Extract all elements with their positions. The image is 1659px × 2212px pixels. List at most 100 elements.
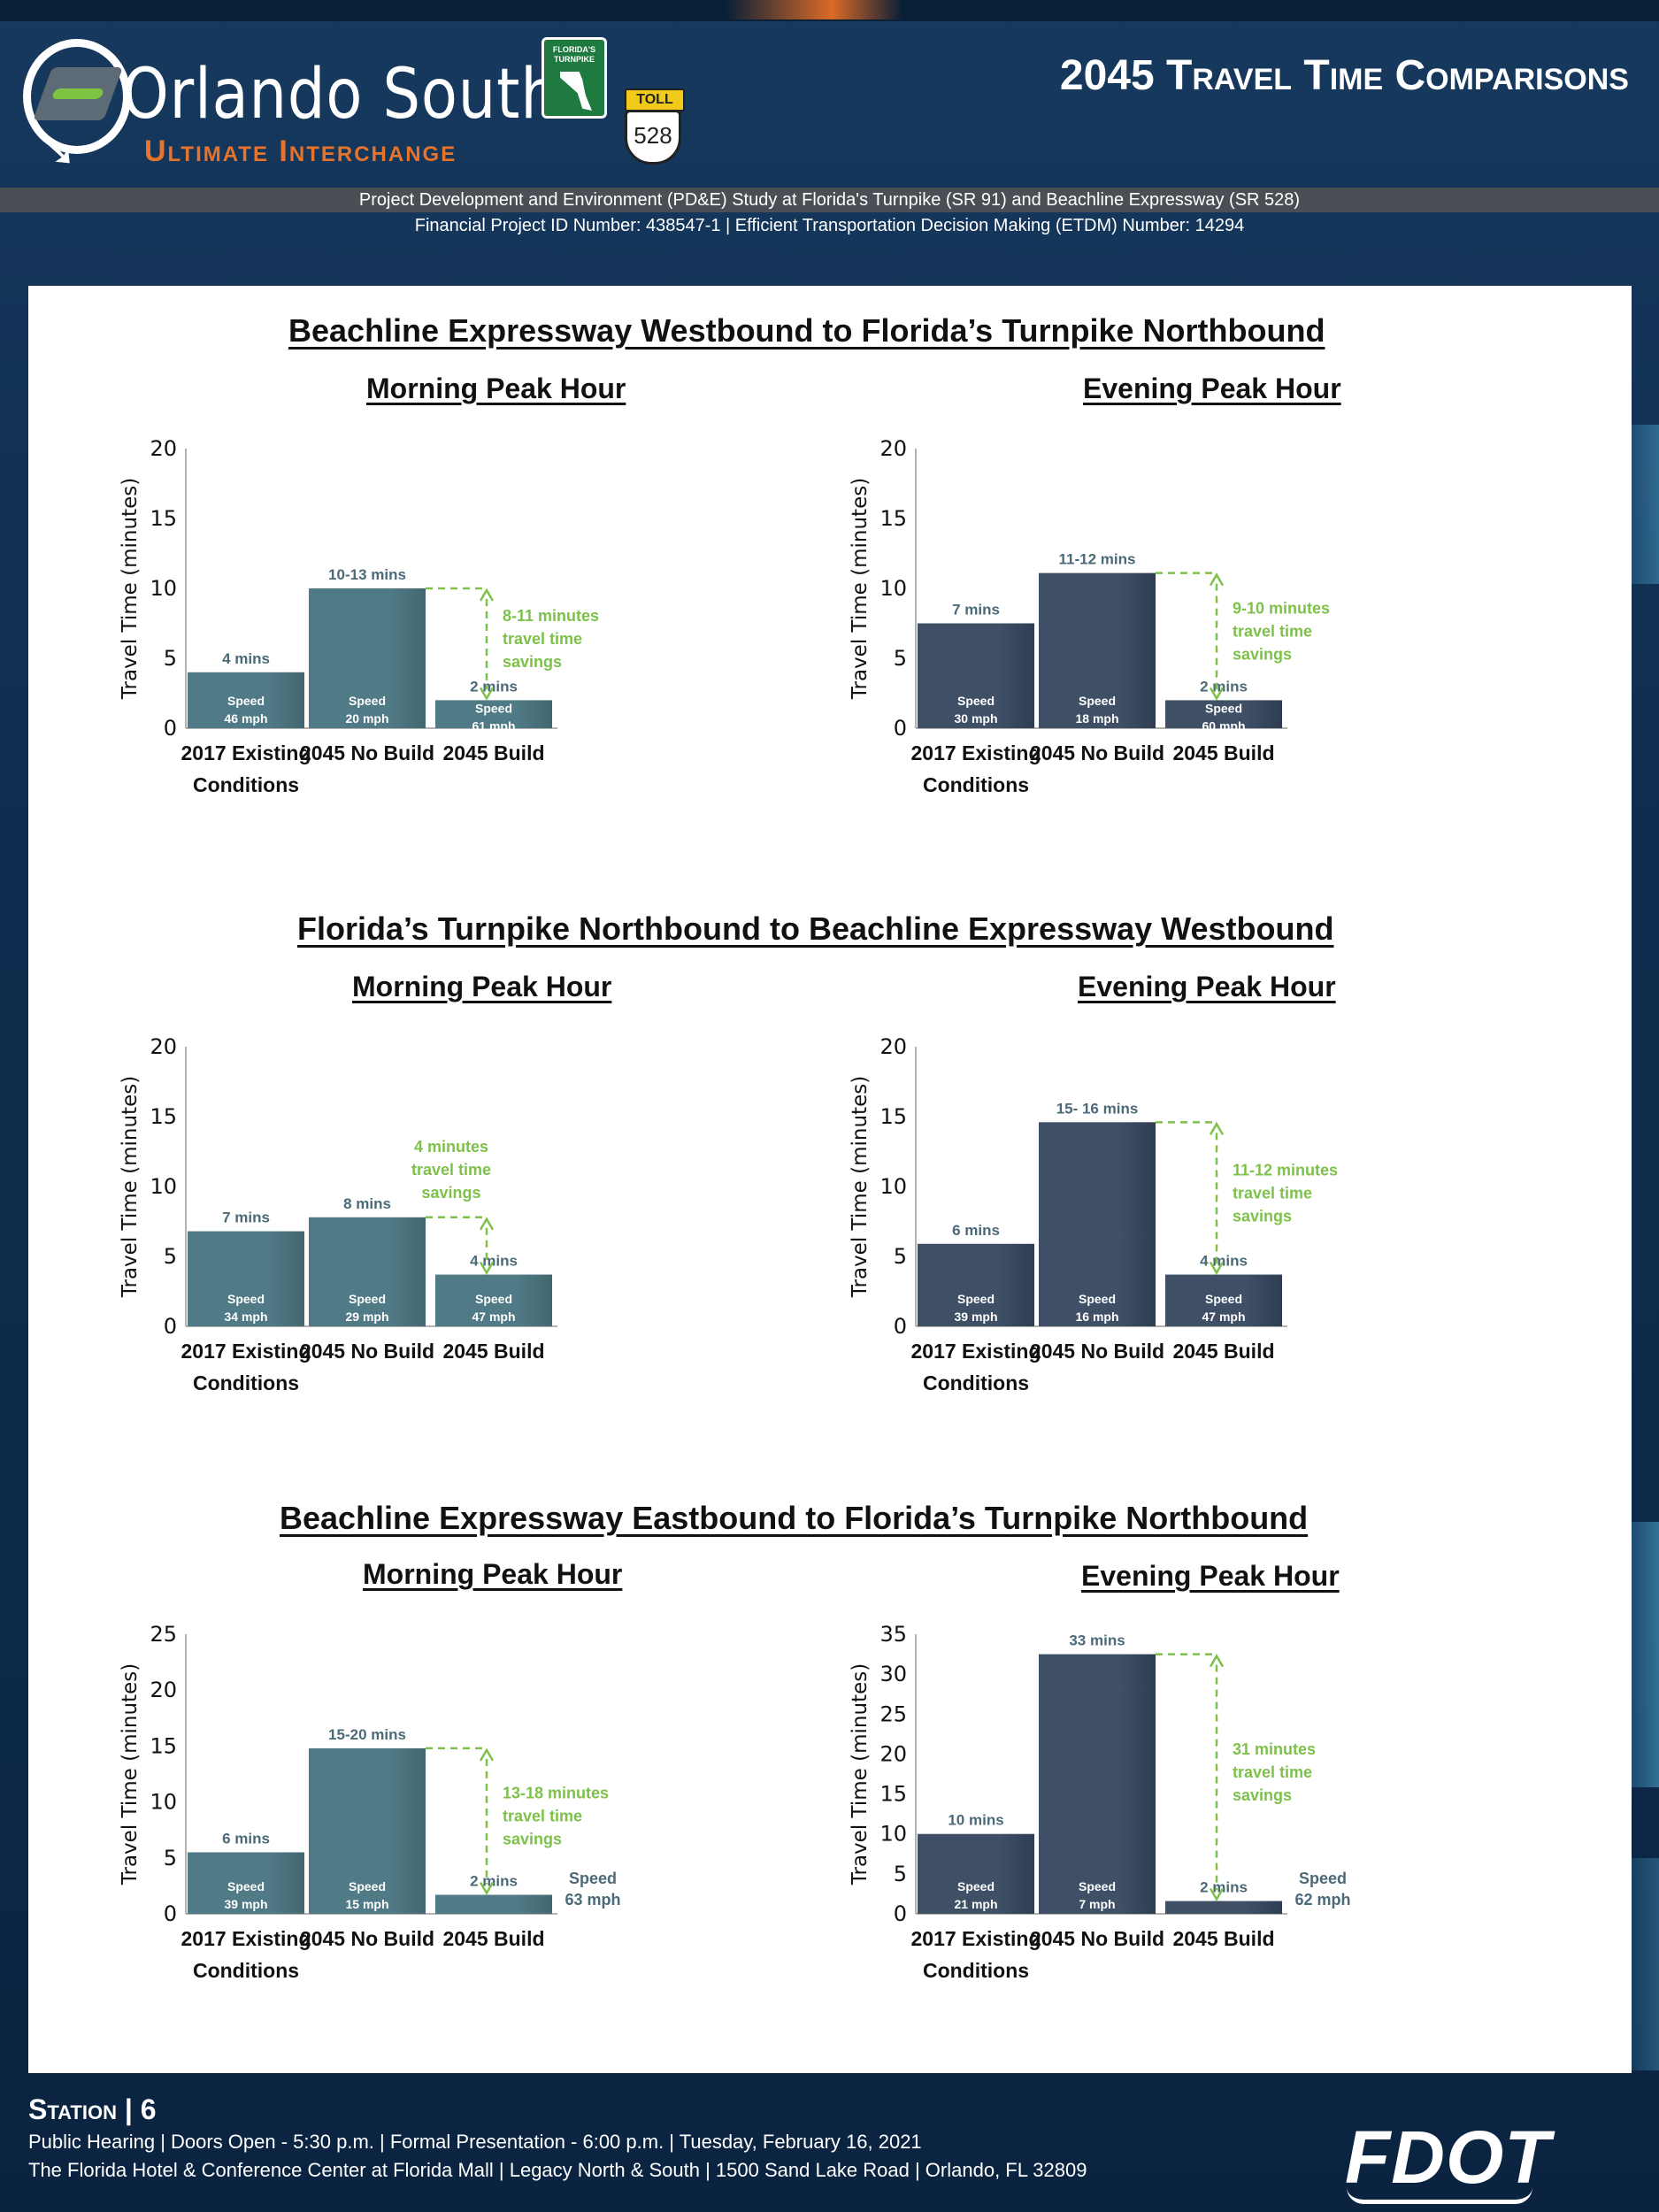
section-title: Florida’s Turnpike Northbound to Beachli… — [297, 910, 1334, 947]
speed-label: Speed — [1079, 1292, 1116, 1306]
y-tick-label: 10 — [879, 576, 907, 601]
bar-2 — [1039, 1122, 1156, 1326]
savings-text: savings — [421, 1184, 480, 1202]
savings-text: 4 minutes — [414, 1138, 488, 1156]
venue-line: The Florida Hotel & Conference Center at… — [28, 2159, 1087, 2181]
speed-value: 39 mph — [224, 1897, 267, 1911]
speed-label: Speed — [1079, 1879, 1116, 1893]
y-tick-label: 20 — [879, 436, 907, 461]
bar-value-label: 4 mins — [1200, 1253, 1248, 1270]
morning-peak-title: Morning Peak Hour — [363, 1558, 623, 1590]
category-label: Conditions — [923, 1371, 1029, 1394]
chart-bl-eb-morning: Travel Time (minutes) 0 5 10 15 20 25 6 mins Spe… — [119, 1622, 621, 1982]
savings-arrowhead-down-icon — [1209, 1887, 1225, 1902]
evening-peak-title: Evening Peak Hour — [1083, 373, 1341, 404]
speed-label: Speed — [1205, 701, 1242, 715]
study-banner: Project Development and Environment (PD&… — [0, 188, 1659, 212]
savings-text: 9-10 minutes — [1233, 600, 1330, 618]
y-tick-label: 0 — [164, 1314, 177, 1339]
y-tick-label: 5 — [164, 1846, 177, 1870]
bar-3 — [435, 1274, 552, 1326]
category-label: 2045 Build — [442, 741, 544, 764]
category-label: 2045 Build — [442, 1340, 544, 1363]
savings-arrowhead-down-icon — [1209, 1261, 1225, 1276]
bar-value-label: 6 mins — [952, 1222, 1000, 1239]
speed-value: 29 mph — [345, 1310, 388, 1324]
y-tick-label: 25 — [879, 1701, 907, 1726]
logo-ring-icon — [23, 39, 131, 154]
y-tick-label: 15 — [150, 506, 177, 531]
savings-text: 11-12 minutes — [1233, 1161, 1338, 1179]
logo-name: Orlando South — [122, 55, 559, 134]
bar-value-label: 8 mins — [343, 1195, 391, 1212]
y-tick-label: 15 — [150, 1733, 177, 1758]
y-tick-label: 20 — [150, 436, 177, 461]
savings-arrowhead-up-icon — [1209, 1121, 1225, 1135]
savings-text: travel time — [1233, 1763, 1312, 1781]
savings-arrowhead-down-icon — [1209, 687, 1225, 701]
y-tick-label: 0 — [164, 716, 177, 741]
savings-arrowhead-up-icon — [1209, 572, 1225, 587]
speed-label: Speed — [1079, 694, 1116, 708]
y-tick-label: 5 — [894, 646, 907, 671]
evening-peak-title: Evening Peak Hour — [1078, 971, 1336, 1002]
bar-3 — [435, 1894, 552, 1914]
y-tick-label: 10 — [879, 1174, 907, 1199]
category-label: 2045 Build — [1172, 1927, 1274, 1950]
bar-1 — [918, 1243, 1034, 1326]
category-label: 2017 Existing — [910, 1340, 1041, 1363]
speed-label: Speed — [957, 1879, 995, 1893]
bar-value-label: 7 mins — [952, 602, 1000, 618]
toll-label: TOLL — [625, 88, 685, 111]
savings-text: 13-18 minutes — [503, 1785, 609, 1802]
y-tick-label: 35 — [879, 1622, 907, 1647]
event-line: Public Hearing | Doors Open - 5:30 p.m. … — [28, 2131, 922, 2153]
speed-label: Speed — [227, 694, 265, 708]
chart-tpk-nb-evening: Travel Time (minutes) 0 5 10 15 20 6 mins Speed… — [849, 1034, 1338, 1394]
speed-label: Speed — [227, 1292, 265, 1306]
bar-value-label: 2 mins — [470, 678, 518, 695]
bar-value-label: 2 mins — [1200, 678, 1248, 695]
bar-value-label: 4 mins — [470, 1253, 518, 1270]
bar-2 — [309, 1747, 426, 1914]
y-axis-title: Travel Time (minutes) — [849, 1076, 872, 1298]
savings-text: travel time — [1233, 1184, 1312, 1202]
savings-text: savings — [1233, 1786, 1292, 1804]
section-title: Beachline Expressway Eastbound to Florid… — [280, 1500, 1309, 1536]
charts-panel: Beachline Expressway Westbound to Florid… — [28, 286, 1632, 2073]
bar-1 — [188, 1231, 304, 1326]
speed-value: 15 mph — [345, 1897, 388, 1911]
y-axis-title: Travel Time (minutes) — [119, 478, 142, 700]
category-label: Conditions — [193, 1371, 299, 1394]
savings-text: savings — [503, 653, 562, 671]
category-label: 2045 Build — [1172, 741, 1274, 764]
category-label: Conditions — [923, 773, 1029, 796]
speed-label: Speed — [227, 1879, 265, 1893]
savings-arrowhead-up-icon — [479, 1747, 495, 1762]
bar-1 — [918, 623, 1034, 728]
y-tick-label: 0 — [164, 1901, 177, 1926]
bar-value-label: 11-12 mins — [1059, 551, 1136, 568]
category-label: 2045 No Build — [1030, 741, 1164, 764]
speed-value: 62 mph — [1294, 1891, 1350, 1909]
y-tick-label: 15 — [150, 1104, 177, 1129]
y-tick-label: 10 — [879, 1822, 907, 1847]
y-tick-label: 0 — [894, 1314, 907, 1339]
category-label: 2045 Build — [1172, 1340, 1274, 1363]
y-tick-label: 20 — [150, 1034, 177, 1059]
y-tick-label: 25 — [150, 1622, 177, 1647]
savings-arrowhead-down-icon — [479, 1881, 495, 1895]
morning-peak-title: Morning Peak Hour — [352, 971, 612, 1002]
y-tick-label: 10 — [150, 1790, 177, 1815]
orlando-south-logo: ➘ Orlando South Ultimate Interchange — [16, 32, 558, 182]
bar-3 — [1165, 700, 1282, 728]
chart-bl-eb-evening: Travel Time (minutes) 0 5 10 15 20 25 30 35 10 mi… — [849, 1622, 1351, 1982]
savings-text: 8-11 minutes — [503, 607, 599, 625]
bar-value-label: 2 mins — [1200, 1879, 1248, 1896]
station-label: Station | 6 — [28, 2093, 157, 2125]
category-label: 2017 Existing — [910, 1927, 1041, 1950]
bar-1 — [188, 1852, 304, 1914]
y-tick-label: 0 — [894, 716, 907, 741]
speed-value: 20 mph — [345, 711, 388, 726]
speed-label: Speed — [475, 701, 512, 715]
